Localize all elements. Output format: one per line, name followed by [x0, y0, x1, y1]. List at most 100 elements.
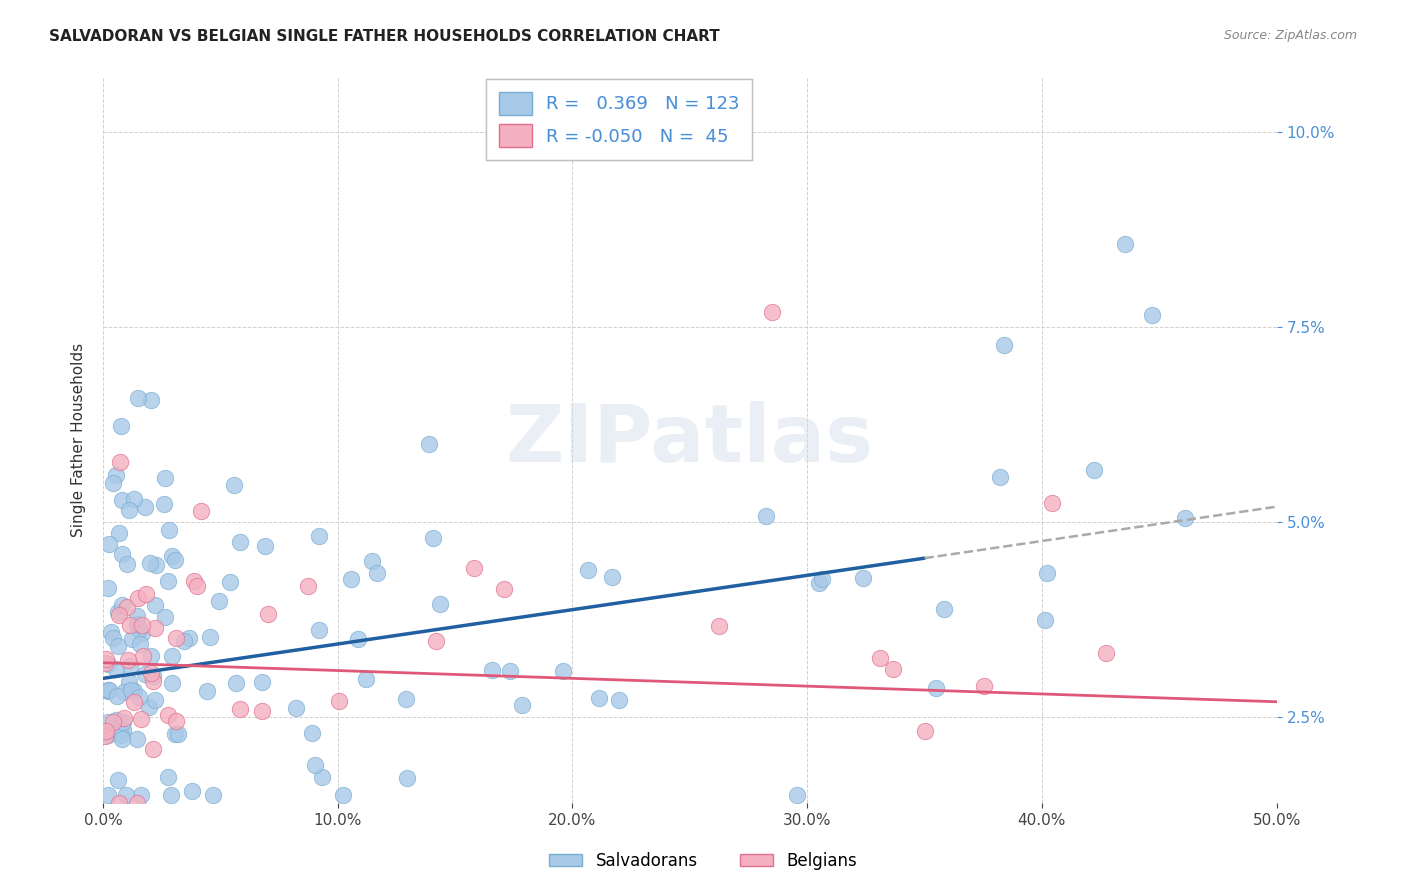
Point: [112, 723, 135, 738]
Point: [602, 570, 624, 584]
Point: [142, 673, 165, 688]
Point: [139, 556, 162, 570]
Point: [934, 601, 956, 615]
Point: [107, 772, 129, 787]
Point: [97, 789, 120, 803]
Point: [100, 624, 122, 639]
Point: [108, 526, 131, 541]
Point: [366, 566, 388, 581]
Point: [481, 663, 503, 677]
Point: [304, 757, 326, 772]
Text: SALVADORAN VS BELGIAN SINGLE FATHER HOUSEHOLDS CORRELATION CHART: SALVADORAN VS BELGIAN SINGLE FATHER HOUS…: [49, 29, 720, 45]
Point: [180, 783, 202, 797]
Point: [160, 648, 183, 663]
Legend: Salvadorans, Belgians: Salvadorans, Belgians: [543, 846, 863, 877]
Point: [101, 476, 124, 491]
Point: [111, 547, 134, 561]
Point: [143, 598, 166, 612]
Point: [160, 789, 183, 803]
Point: [94, 729, 117, 743]
Point: [122, 695, 145, 709]
Point: [869, 651, 891, 665]
Point: [811, 572, 834, 586]
Point: [142, 669, 165, 683]
Point: [360, 554, 382, 568]
Point: [97, 581, 120, 595]
Point: [328, 693, 350, 707]
Point: [755, 509, 778, 524]
Point: [124, 683, 146, 698]
Point: [118, 674, 141, 689]
Point: [117, 653, 139, 667]
Point: [808, 576, 831, 591]
Point: [107, 605, 129, 619]
Point: [973, 679, 995, 693]
Point: [120, 659, 142, 673]
Point: [347, 632, 370, 647]
Point: [195, 684, 218, 698]
Point: [1033, 613, 1056, 627]
Point: [139, 648, 162, 663]
Point: [138, 700, 160, 714]
Point: [707, 619, 730, 633]
Point: [107, 639, 129, 653]
Point: [132, 648, 155, 663]
Point: [118, 503, 141, 517]
Point: [120, 683, 142, 698]
Point: [139, 392, 162, 407]
Point: [157, 771, 180, 785]
Text: Source: ZipAtlas.com: Source: ZipAtlas.com: [1223, 29, 1357, 43]
Point: [112, 714, 135, 729]
Point: [429, 597, 451, 611]
Point: [127, 391, 149, 405]
Point: [395, 691, 418, 706]
Point: [131, 617, 153, 632]
Point: [418, 437, 440, 451]
Point: [988, 469, 1011, 483]
Point: [134, 667, 156, 681]
Point: [222, 477, 245, 491]
Point: [228, 701, 250, 715]
Point: [101, 631, 124, 645]
Point: [250, 704, 273, 718]
Point: [1114, 236, 1136, 251]
Point: [1174, 510, 1197, 524]
Point: [125, 796, 148, 810]
Point: [219, 574, 242, 589]
Point: [463, 561, 485, 575]
Point: [250, 674, 273, 689]
Legend: R =   0.369   N = 123, R = -0.050   N =  45: R = 0.369 N = 123, R = -0.050 N = 45: [486, 79, 752, 160]
Point: [186, 579, 208, 593]
Point: [118, 617, 141, 632]
Point: [139, 665, 162, 680]
Point: [127, 591, 149, 606]
Point: [925, 681, 948, 696]
Point: [125, 732, 148, 747]
Point: [108, 608, 131, 623]
Point: [492, 582, 515, 597]
Point: [1083, 463, 1105, 477]
Point: [198, 630, 221, 644]
Point: [332, 789, 354, 803]
Point: [165, 726, 187, 740]
Point: [97, 715, 120, 730]
Point: [225, 676, 247, 690]
Point: [229, 535, 252, 549]
Point: [257, 607, 280, 621]
Point: [96, 724, 118, 739]
Point: [128, 622, 150, 636]
Point: [551, 664, 574, 678]
Point: [127, 617, 149, 632]
Point: [157, 707, 180, 722]
Point: [882, 662, 904, 676]
Point: [97, 683, 120, 698]
Point: [253, 540, 276, 554]
Point: [115, 789, 138, 803]
Point: [129, 637, 152, 651]
Point: [422, 532, 444, 546]
Point: [110, 728, 132, 742]
Point: [110, 419, 132, 434]
Point: [129, 712, 152, 726]
Point: [1095, 646, 1118, 660]
Point: [97, 683, 120, 698]
